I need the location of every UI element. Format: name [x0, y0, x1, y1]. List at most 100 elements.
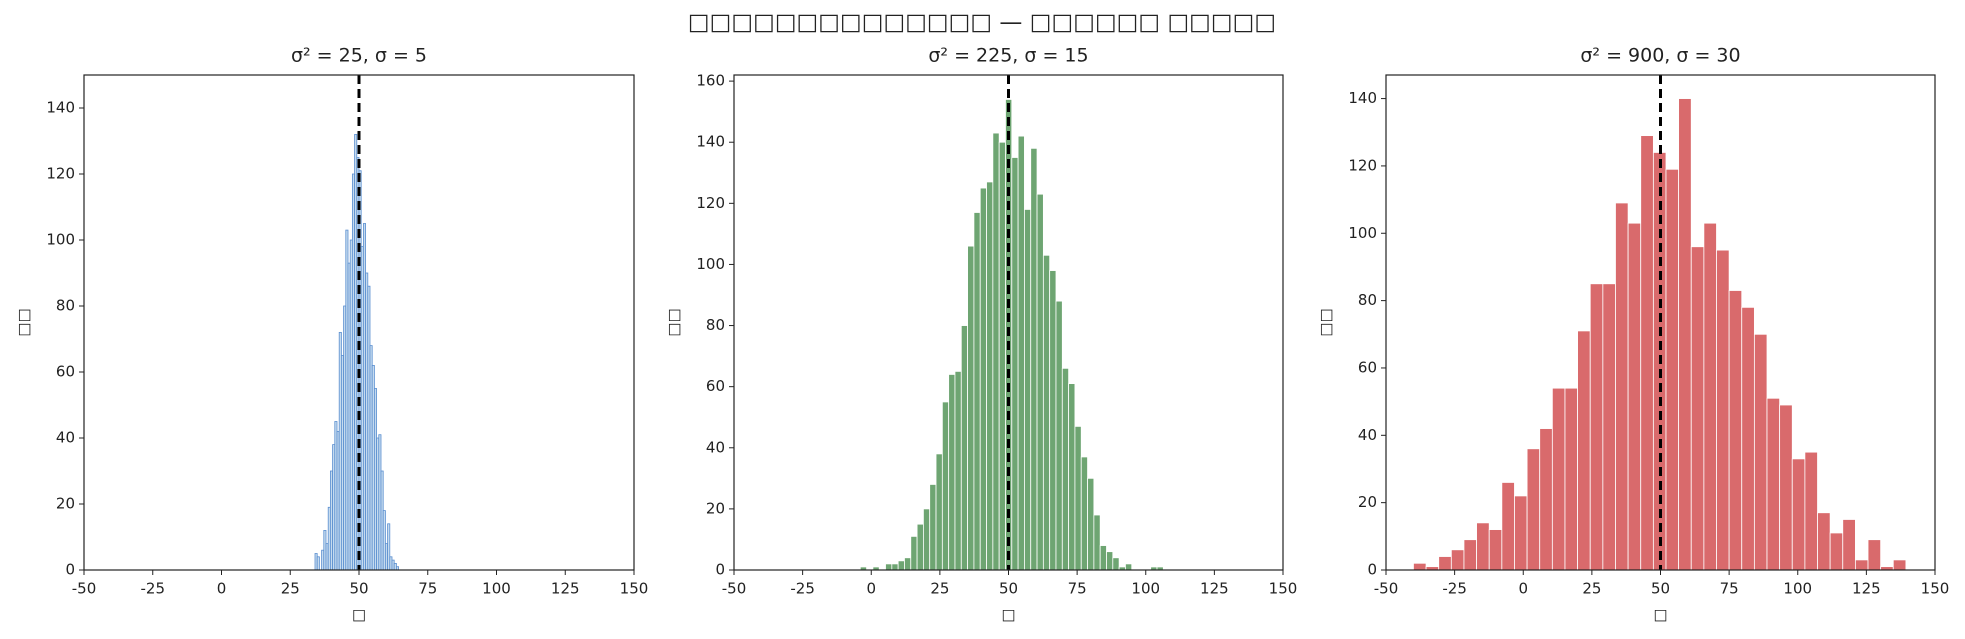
x-tick-label: -50: [72, 580, 97, 598]
x-tick-label: 25: [930, 580, 949, 598]
bar: [1728, 290, 1743, 571]
bar: [1112, 557, 1120, 571]
bar: [1017, 135, 1025, 571]
y-tick-label: 80: [56, 297, 75, 315]
x-tick-label: 125: [1852, 580, 1881, 598]
x-axis-label: □: [1001, 606, 1015, 624]
bar: [960, 325, 968, 571]
y-tick-label: 40: [706, 438, 725, 456]
bar: [891, 563, 899, 571]
x-tick-label: 0: [866, 580, 876, 598]
x-tick-label: 0: [1518, 580, 1528, 598]
y-tick-label: 60: [1358, 358, 1377, 376]
axes-frame: [1385, 74, 1936, 571]
bar: [1068, 383, 1076, 571]
figure-title: □□□□□□□□□□□□□□ — □□□□□□ □□□□□: [688, 10, 1276, 36]
bar: [910, 535, 918, 571]
bar: [1488, 529, 1503, 571]
x-tick-label: 100: [1783, 580, 1812, 598]
bar: [992, 132, 1000, 571]
bar: [1678, 98, 1692, 571]
y-tick-label: 60: [56, 363, 75, 381]
x-tick-label: -25: [141, 580, 166, 598]
bar: [1049, 270, 1057, 571]
axes-frame: [733, 74, 1284, 571]
bar: [1106, 551, 1114, 571]
bar: [1011, 157, 1019, 571]
x-tick-label: 50: [1651, 580, 1670, 598]
bar: [948, 374, 956, 571]
x-tick-label: -50: [722, 580, 747, 598]
x-tick-label: 50: [349, 580, 368, 598]
bar: [1716, 249, 1730, 571]
y-tick-label: 0: [715, 561, 725, 579]
x-tick-label: -25: [790, 580, 815, 598]
bar: [1551, 387, 1566, 571]
bar: [967, 245, 975, 571]
y-tick-label: 40: [56, 429, 75, 447]
bar: [1030, 147, 1038, 571]
y-tick-label: 80: [706, 316, 725, 334]
bar: [1829, 532, 1844, 571]
bar: [1042, 254, 1051, 571]
bar: [1438, 556, 1452, 571]
bar: [986, 181, 994, 571]
x-tick-label: 100: [482, 580, 511, 598]
chart-title: σ² = 25, σ = 5: [291, 45, 427, 67]
bar: [1741, 306, 1755, 571]
bar: [1640, 135, 1654, 571]
x-tick-label: 25: [281, 580, 300, 598]
y-tick-label: 0: [65, 561, 75, 579]
x-tick-label: -25: [1442, 580, 1467, 598]
bar: [1093, 514, 1101, 571]
bar: [998, 141, 1006, 571]
y-tick-label: 140: [46, 99, 75, 117]
y-axis-label: □□: [665, 308, 683, 336]
bar: [1413, 562, 1427, 571]
bar: [1665, 168, 1680, 571]
bar: [897, 560, 905, 571]
bar: [885, 563, 893, 571]
bar: [904, 557, 912, 571]
x-tick-label: 150: [1269, 580, 1298, 598]
bar: [954, 370, 962, 571]
bar: [1753, 333, 1768, 571]
bar: [1779, 404, 1793, 571]
x-axis-label: □: [1653, 606, 1667, 624]
bar: [1125, 563, 1133, 571]
chart-title: σ² = 900, σ = 30: [1580, 45, 1740, 67]
bar: [1791, 458, 1806, 571]
y-tick-label: 20: [1358, 493, 1377, 511]
x-axis-label: □: [352, 606, 366, 624]
y-tick-label: 160: [696, 72, 725, 90]
y-tick-label: 140: [696, 133, 725, 151]
bar: [1867, 539, 1882, 571]
bar: [923, 508, 931, 571]
bar: [1842, 519, 1856, 571]
bar: [1564, 387, 1579, 571]
bar: [1514, 495, 1528, 571]
bar: [1055, 300, 1063, 571]
bar: [1080, 456, 1088, 571]
y-tick-label: 120: [1348, 156, 1377, 174]
bar: [1463, 539, 1477, 571]
bar: [1766, 397, 1781, 571]
bar: [929, 484, 937, 571]
bar: [1892, 559, 1907, 571]
chart-title: σ² = 225, σ = 15: [928, 45, 1088, 67]
bar: [1024, 209, 1032, 571]
x-tick-label: 125: [551, 580, 580, 598]
bar: [916, 523, 924, 571]
bar: [1854, 559, 1869, 571]
bar: [979, 187, 987, 571]
y-tick-label: 100: [1348, 224, 1377, 242]
y-tick-label: 140: [1348, 89, 1377, 107]
x-tick-label: 75: [1720, 580, 1739, 598]
bar: [1615, 202, 1629, 571]
bar: [1804, 451, 1818, 571]
bar: [1501, 482, 1515, 571]
bar: [1703, 222, 1717, 571]
x-tick-label: 125: [1200, 580, 1229, 598]
x-tick-label: 0: [217, 580, 227, 598]
